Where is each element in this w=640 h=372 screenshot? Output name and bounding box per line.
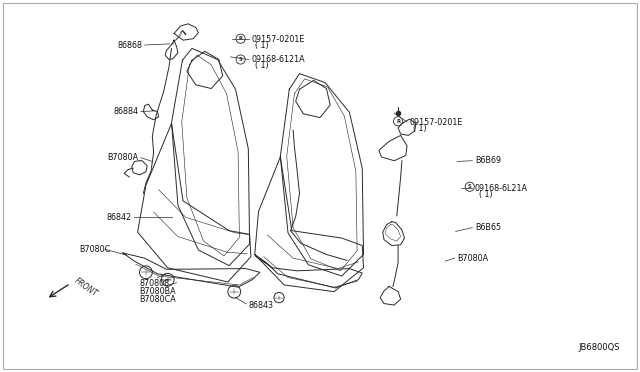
Text: B6B65: B6B65 xyxy=(475,223,501,232)
Text: ( 1): ( 1) xyxy=(255,41,269,50)
Text: ( 1): ( 1) xyxy=(479,190,492,199)
Text: ( 1): ( 1) xyxy=(413,124,427,133)
Text: 86868: 86868 xyxy=(118,41,143,50)
Text: S: S xyxy=(468,184,472,189)
Text: 870808: 870808 xyxy=(140,279,170,288)
Text: S: S xyxy=(239,57,243,62)
Text: B7080CA: B7080CA xyxy=(140,295,176,304)
Text: 86842: 86842 xyxy=(106,213,131,222)
Text: B7080A: B7080A xyxy=(107,153,138,162)
Text: R: R xyxy=(239,36,243,41)
Text: 09168-6L21A: 09168-6L21A xyxy=(475,184,528,193)
Text: R: R xyxy=(396,119,400,124)
Text: 09157-0201E: 09157-0201E xyxy=(410,118,463,126)
Text: JB6800QS: JB6800QS xyxy=(578,343,620,352)
Text: 09157-0201E: 09157-0201E xyxy=(252,35,305,44)
Text: B7080A: B7080A xyxy=(457,254,488,263)
Text: B7080BA: B7080BA xyxy=(140,287,176,296)
Text: B6B69: B6B69 xyxy=(475,156,501,165)
Text: ( 1): ( 1) xyxy=(255,61,269,70)
Text: 09168-6121A: 09168-6121A xyxy=(252,55,305,64)
Text: B7080C: B7080C xyxy=(79,245,111,254)
Text: 86843: 86843 xyxy=(248,301,273,310)
Text: 86884: 86884 xyxy=(113,107,138,116)
Text: FRONT: FRONT xyxy=(72,276,99,298)
